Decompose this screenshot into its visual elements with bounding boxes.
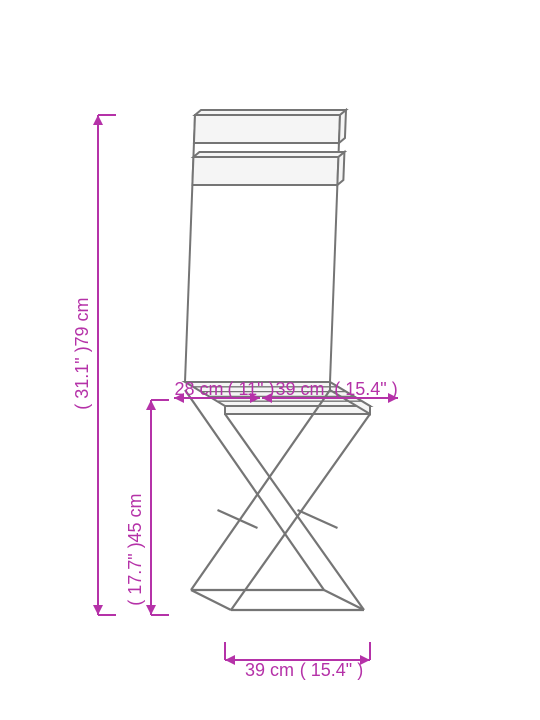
svg-text:39 cm: 39 cm xyxy=(275,379,324,399)
svg-text:45 cm: 45 cm xyxy=(125,493,145,542)
svg-text:28 cm: 28 cm xyxy=(174,379,223,399)
dimension-diagram: 79 cm( 31.1" ) 45 cm( 17.7" ) 39 cm ( 15.4"… xyxy=(0,0,540,720)
svg-text:79 cm: 79 cm xyxy=(72,297,92,346)
svg-text:( 31.1" ): ( 31.1" ) xyxy=(72,346,92,409)
svg-text:( 15.4" ): ( 15.4" ) xyxy=(334,379,397,399)
svg-text:( 11" ): ( 11" ) xyxy=(227,379,274,399)
svg-text:39 cm: 39 cm xyxy=(245,660,294,680)
svg-text:( 17.7" ): ( 17.7" ) xyxy=(125,542,145,605)
svg-text:( 15.4" ): ( 15.4" ) xyxy=(300,660,363,680)
dimension-lines: 79 cm( 31.1" ) 45 cm( 17.7" ) 39 cm ( 15.4"… xyxy=(72,115,398,680)
chair-drawing xyxy=(185,110,370,610)
